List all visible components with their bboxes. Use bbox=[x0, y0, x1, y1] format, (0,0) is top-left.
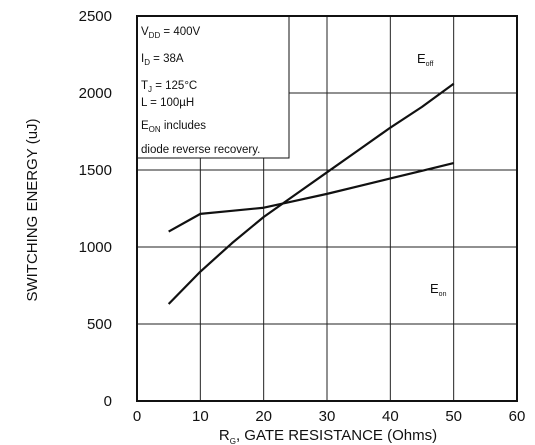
x-tick-label: 10 bbox=[192, 408, 209, 425]
series-line-eoff bbox=[167, 82, 455, 305]
y-tick-label: 1000 bbox=[79, 239, 112, 256]
tick-labels: 0 10 20 30 40 50 60 0 500 1000 1500 2000 2500 bbox=[79, 8, 526, 425]
y-tick-label: 0 bbox=[104, 393, 112, 410]
x-tick-label: 60 bbox=[509, 408, 526, 425]
conditions-box: VDD = 400V ID = 38A TJ = 125°C L = 100µH EON… bbox=[136, 15, 290, 159]
condition-line: diode reverse recovery. bbox=[141, 144, 260, 156]
x-tick-label: 20 bbox=[255, 408, 272, 425]
condition-line: ID = 38A bbox=[141, 53, 184, 67]
condition-line: TJ = 125°C bbox=[141, 80, 197, 94]
series-line-eon bbox=[168, 162, 454, 233]
series-label-eon: Eon bbox=[430, 281, 447, 298]
y-tick-label: 1500 bbox=[79, 162, 112, 179]
y-tick-label: 2500 bbox=[79, 8, 112, 25]
plot-frame bbox=[136, 15, 518, 402]
y-tick-label: 500 bbox=[87, 316, 112, 333]
y-axis-label: SWITCHING ENERGY (uJ) bbox=[24, 118, 41, 301]
x-tick-label: 0 bbox=[133, 408, 141, 425]
condition-line: EON includes bbox=[141, 120, 206, 134]
x-axis-label: RG, GATE RESISTANCE (Ohms) bbox=[219, 427, 437, 445]
series-label-eoff: Eoff bbox=[417, 51, 433, 68]
x-tick-label: 30 bbox=[319, 408, 336, 425]
data-series: Eoff Eon bbox=[167, 51, 455, 305]
condition-line: VDD = 400V bbox=[141, 26, 201, 40]
y-tick-label: 2000 bbox=[79, 85, 112, 102]
x-tick-label: 50 bbox=[445, 408, 462, 425]
condition-line: L = 100µH bbox=[141, 97, 194, 109]
x-tick-label: 40 bbox=[382, 408, 399, 425]
